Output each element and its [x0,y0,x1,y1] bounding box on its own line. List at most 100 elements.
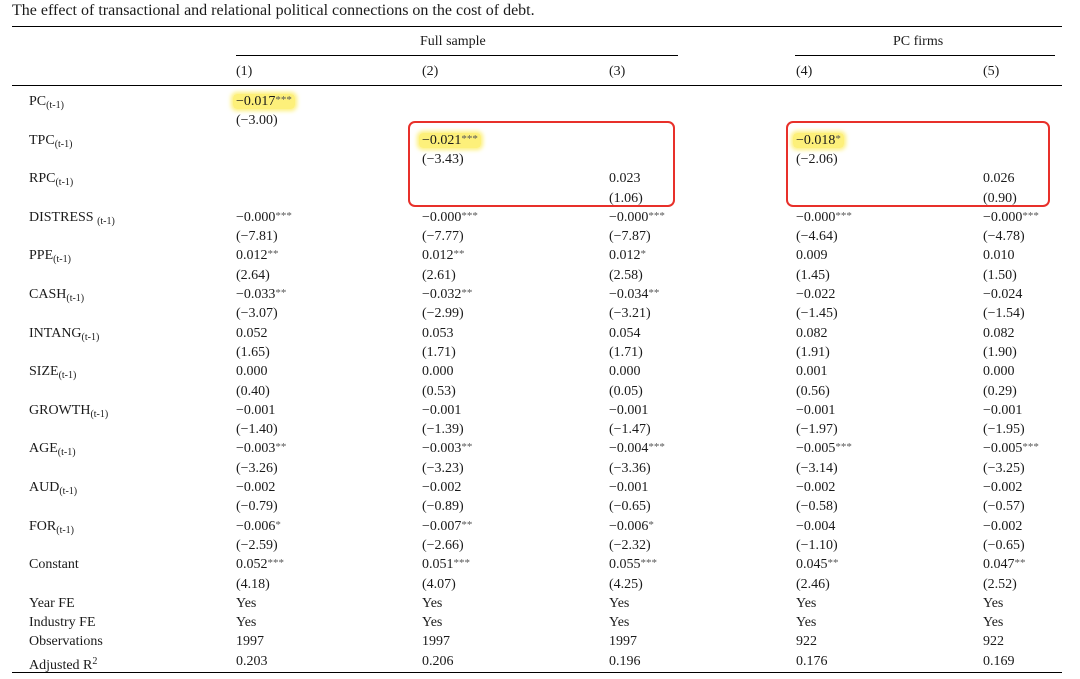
coefficient-value: −0.002 [236,480,275,495]
coefficient-value: −0.006* [236,519,281,534]
coefficient-cell: 0.001 [796,362,828,381]
coefficient-number: 0.052 [236,557,268,573]
coefficient-cell: −0.017*** [233,92,295,112]
coefficient-number: −0.002 [983,518,1023,534]
coefficient-value: −0.001 [796,403,835,418]
significance-stars: *** [648,441,665,454]
coefficient-number: −0.000 [983,209,1023,225]
t-statistic-cell: (−7.77) [422,229,464,245]
table-row: TPC(t-1) −0.021*** −0.018* [0,131,1080,150]
variable-label: AUD(t-1) [29,480,78,497]
table-row: PPE(t-1) 0.012** 0.012** 0.012* 0.009 0.010 [0,246,1080,265]
coefficient-value: 0.052 [236,326,268,341]
column-header-4: (4) [796,64,813,79]
coefficient-number: 0.009 [796,248,828,264]
t-statistic-cell: (−2.66) [422,537,464,553]
lag-subscript: (t-1) [81,331,100,343]
variable-label: Industry FE [29,615,96,631]
coefficient-number: 0.082 [983,325,1015,341]
coefficient-number: −0.032 [422,287,462,302]
coefficient-cell: −0.033** [236,285,286,305]
t-statistic-cell: (−3.00) [236,113,278,129]
table-row: PC(t-1) −0.017*** [0,92,1080,111]
coefficient-cell: −0.021*** [419,131,481,151]
coefficient-cell: −0.001 [983,401,1022,420]
group-rule-pc-firms [795,55,1055,56]
coefficient-cell: −0.000*** [796,208,852,228]
coefficient-value: 0.045** [796,557,839,572]
coefficient-number: 0.001 [796,364,828,380]
variable-label: CASH(t-1) [29,287,85,304]
coefficient-cell: −0.018* [793,131,844,151]
significance-stars: ** [461,441,473,454]
t-statistic-cell: (0.05) [609,383,643,399]
significance-stars: ** [461,518,473,531]
significance-stars: ** [648,287,660,299]
coefficient-value: −0.002 [983,480,1022,495]
coefficient-cell: 0.026 [983,169,1015,188]
lag-subscript: (t-1) [55,177,74,189]
coefficient-value: 0.009 [796,248,828,263]
t-statistic-cell: (−1.10) [796,537,838,553]
coefficient-value: −0.005*** [983,441,1039,456]
t-statistic-cell: (−1.39) [422,422,464,438]
group-header-full-sample: Full sample [420,34,486,49]
significance-stars: ** [275,441,287,454]
coefficient-cell: −0.002 [983,478,1022,497]
coefficient-value: 0.012** [236,248,279,263]
variable-label: TPC(t-1) [29,132,73,150]
variable-label: INTANG(t-1) [29,325,100,343]
coefficient-value: 0.010 [983,248,1015,263]
coefficient-value: −0.003** [422,441,472,456]
coefficient-number: −0.006 [236,518,276,534]
footer-value: 1997 [236,634,264,650]
t-statistic-cell: (1.45) [796,267,830,283]
coefficient-number: −0.001 [796,402,836,418]
table-row: INTANG(t-1) 0.052 0.053 0.054 0.082 0.082 [0,324,1080,343]
coefficient-cell: 0.051*** [422,555,470,575]
lag-subscript: (t-1) [58,370,77,382]
coefficient-number: −0.002 [983,480,1023,495]
coefficient-number: −0.000 [796,209,836,225]
coefficient-value: −0.006* [609,519,654,534]
table-row: GROWTH(t-1) −0.001 −0.001 −0.001 −0.001 −0.00… [0,401,1080,420]
coefficient-number: 0.082 [796,325,828,341]
coefficient-value: −0.003** [236,441,286,456]
coefficient-cell: −0.005*** [983,439,1039,459]
significance-stars: ** [275,287,287,299]
significance-stars: *** [835,209,852,222]
table-caption: The effect of transactional and relation… [12,2,535,19]
significance-stars: *** [461,209,478,222]
coefficient-cell: −0.034** [609,285,659,305]
coefficient-value: 0.012* [609,248,646,263]
table-row-tstat: (−3.07) (−2.99) (−3.21) (−1.45) (−1.54) [0,304,1080,323]
coefficient-cell: −0.002 [236,478,275,497]
t-statistic-cell: (−1.54) [983,306,1025,322]
coefficient-value: −0.033** [236,287,286,302]
lag-subscript: (t-1) [66,293,85,304]
table-row: AUD(t-1) −0.002 −0.002 −0.001 −0.002 −0.002 [0,478,1080,497]
footer-value: 922 [983,634,1004,650]
coefficient-value: −0.000*** [796,210,852,225]
coefficient-value: −0.002 [422,480,461,495]
coefficient-number: −0.006 [609,518,649,534]
coefficient-cell: 0.009 [796,246,828,265]
t-statistic-cell: (−3.26) [236,460,278,476]
significance-stars: *** [461,132,478,145]
coefficient-cell: 0.010 [983,246,1015,265]
lag-subscript: (t-1) [59,486,78,497]
coefficient-cell: −0.000*** [236,208,292,228]
coefficient-number: −0.004 [609,441,649,457]
coefficient-number: −0.001 [236,402,276,418]
t-statistic-cell: (1.06) [609,190,643,206]
lag-subscript: (t-1) [90,408,109,420]
highlighted-coefficient: −0.021*** [419,132,481,148]
significance-stars: ** [267,248,279,261]
table-row: RPC(t-1) 0.023 0.026 [0,169,1080,188]
coefficient-number: 0.010 [983,248,1015,264]
annotation-box-pc-firms [786,121,1050,207]
footer-value: Yes [983,615,1004,631]
footer-value: Yes [422,595,443,611]
coefficient-number: 0.023 [609,171,641,187]
coefficient-number: −0.001 [609,402,649,418]
